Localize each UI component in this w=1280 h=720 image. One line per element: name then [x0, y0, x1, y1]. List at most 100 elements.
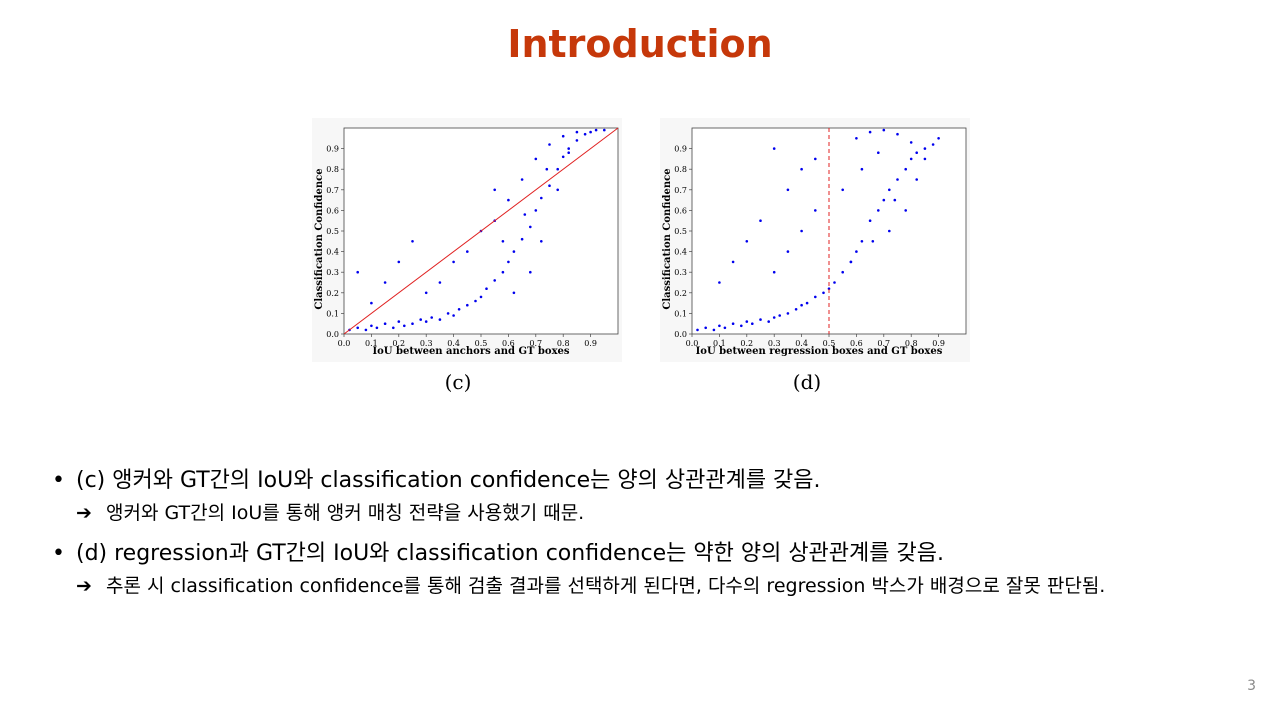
- x-tick-label: 0.5: [475, 339, 488, 348]
- data-point: [814, 295, 817, 299]
- bullet-text-d: (d) regression과 GT간의 IoU와 classification…: [76, 541, 944, 566]
- y-tick-label: 0.9: [674, 145, 687, 154]
- data-point: [827, 287, 831, 290]
- data-point: [466, 250, 469, 253]
- x-tick-label: 0.0: [338, 339, 351, 348]
- data-point: [603, 128, 606, 132]
- x-tick-label: 0.6: [502, 339, 515, 348]
- x-axis-label: IoU between anchors and GT boxes: [372, 346, 569, 357]
- slide-title: Introduction: [507, 22, 773, 66]
- y-tick-label: 0.3: [326, 268, 339, 277]
- data-point: [855, 250, 858, 253]
- x-tick-label: 0.7: [877, 339, 890, 348]
- data-point: [501, 270, 505, 274]
- data-point: [452, 314, 455, 317]
- data-point: [772, 316, 776, 319]
- bullet-text-c: (c) 앵커와 GT간의 IoU와 classification confide…: [76, 468, 821, 493]
- data-point: [745, 240, 749, 243]
- data-point: [529, 270, 532, 274]
- x-tick-label: 0.3: [768, 339, 781, 348]
- data-point: [438, 318, 442, 321]
- data-point: [712, 328, 716, 332]
- data-point: [457, 308, 461, 311]
- x-tick-label: 0.8: [557, 339, 570, 348]
- y-tick-label: 0.9: [326, 145, 339, 154]
- x-tick-label: 0.1: [713, 339, 726, 348]
- data-point: [909, 157, 913, 161]
- data-point: [493, 188, 496, 192]
- data-point: [923, 147, 927, 150]
- data-point: [424, 320, 428, 323]
- data-point: [841, 188, 844, 192]
- data-point: [411, 240, 414, 243]
- y-tick-label: 0.5: [326, 227, 339, 236]
- data-point: [561, 134, 565, 138]
- data-point: [860, 240, 864, 243]
- data-point: [545, 167, 549, 171]
- y-tick-label: 0.8: [674, 165, 687, 174]
- sub-bullet-d: ➔ 추론 시 classification confidence를 통해 검출 …: [76, 573, 1228, 600]
- x-tick-label: 0.0: [686, 339, 699, 348]
- data-point: [520, 237, 524, 241]
- x-tick-label: 0.4: [795, 339, 808, 348]
- data-point: [904, 167, 907, 171]
- data-point: [589, 130, 592, 134]
- data-point: [814, 209, 817, 212]
- data-point: [575, 139, 579, 142]
- data-point: [534, 209, 538, 212]
- data-point: [512, 291, 516, 295]
- y-tick-label: 0.0: [674, 330, 687, 339]
- y-tick-label: 0.2: [674, 289, 687, 298]
- data-point: [534, 157, 538, 161]
- data-point: [375, 326, 379, 330]
- data-point: [915, 151, 918, 154]
- data-point: [370, 301, 373, 305]
- data-point: [937, 137, 940, 140]
- data-point: [392, 326, 395, 330]
- data-point: [759, 318, 762, 321]
- x-tick-label: 0.2: [392, 339, 405, 348]
- figure-caption-c: (c): [444, 370, 472, 394]
- x-tick-label: 0.9: [932, 339, 945, 348]
- y-tick-label: 0.4: [326, 248, 339, 257]
- data-point: [731, 322, 735, 325]
- data-point: [507, 260, 510, 264]
- data-point: [523, 213, 527, 216]
- data-point: [833, 281, 836, 284]
- data-point: [868, 130, 872, 134]
- y-tick-label: 0.6: [326, 206, 339, 215]
- scatter-plot-c: 0.0 0.1 0.2 0.3 0.4 0.5 0.6 0.7 0.8 0.9 0.0 0.1 0.2 0…: [312, 118, 622, 362]
- scatter-plot-d: 0.0 0.1 0.2 0.3 0.4 0.5 0.6 0.7 0.8 0.9 0.0 0.1 0.2 0…: [660, 118, 970, 362]
- data-point: [383, 281, 387, 284]
- data-point: [594, 128, 598, 132]
- data-point: [896, 178, 899, 181]
- data-point: [540, 196, 543, 200]
- data-point: [731, 260, 735, 264]
- data-point: [877, 209, 880, 212]
- data-point: [767, 320, 770, 323]
- data-point: [718, 324, 721, 328]
- data-point: [751, 322, 754, 325]
- data-point: [397, 260, 401, 264]
- y-tick-label: 0.8: [326, 165, 339, 174]
- data-point: [501, 240, 505, 243]
- x-tick-label: 0.1: [365, 339, 378, 348]
- data-point: [772, 270, 776, 274]
- data-point: [882, 198, 886, 202]
- data-point: [909, 141, 913, 144]
- figure-caption-d: (d): [792, 370, 822, 394]
- data-point: [507, 198, 510, 202]
- data-point: [474, 299, 477, 303]
- data-point: [778, 314, 781, 317]
- data-point: [882, 128, 886, 132]
- data-point: [430, 316, 433, 319]
- scatter-plot-c-svg: 0.0 0.1 0.2 0.3 0.4 0.5 0.6 0.7 0.8 0.9 0.0 0.1 0.2 0…: [312, 118, 622, 362]
- data-point: [411, 322, 414, 325]
- data-point: [397, 320, 401, 323]
- data-point: [704, 326, 707, 330]
- data-point: [745, 320, 749, 323]
- y-tick-label: 0.6: [674, 206, 687, 215]
- x-axis-label: IoU between regression boxes and GT boxe…: [696, 346, 943, 357]
- data-point: [800, 229, 803, 233]
- data-point: [893, 198, 897, 202]
